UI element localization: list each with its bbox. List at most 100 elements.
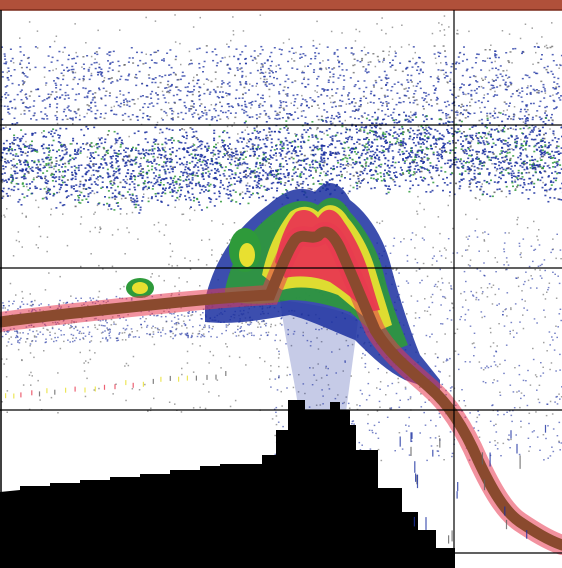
upper-echo-speck [540,117,543,120]
upper-echo-speck [115,96,118,99]
deep-echo-speck [540,149,543,151]
deep-echo-speck [164,154,167,157]
deep-echo-speck [286,190,289,192]
deep-echo-speck [460,148,463,150]
deep-echo-speck [373,187,376,189]
noise-speck [270,370,272,372]
upper-echo-speck [380,87,383,90]
deep-echo-speck [557,198,560,200]
deep-echo-speck [136,197,139,200]
deep-echo-speck [28,183,31,185]
noise-speck [98,290,101,293]
deep-echo-speck [244,170,247,172]
deep-echo-speck [340,175,343,178]
noise-speck [44,289,47,291]
upper-echo-speck [188,108,191,110]
noise-speck [225,343,227,345]
noise-speck [210,104,213,106]
noise-speck [170,157,172,159]
deep-echo-speck [522,163,525,166]
deep-echo-speck [302,180,305,183]
deep-echo-speck [542,165,545,168]
upper-echo-speck [234,74,236,77]
upper-echo-speck [340,94,343,97]
deep-echo-speck [135,147,138,149]
deep-echo-speck [401,150,404,153]
deep-echo-speck [170,158,173,161]
deep-echo-speck [244,162,247,165]
upper-echo-speck [28,110,31,112]
deep-echo-speck [365,137,368,139]
deep-echo-speck [519,184,522,187]
deep-echo-speck [365,165,367,167]
deep-echo-speck [425,133,428,135]
deep-echo-speck [255,171,258,173]
noise-speck [208,362,210,364]
deep-echo-speck [370,177,373,179]
deep-echo-speck [365,117,368,120]
noise-speck [246,126,249,128]
deep-echo-speck [24,133,27,135]
deep-echo-speck [95,163,98,165]
deep-echo-speck [541,137,544,140]
deep-echo-speck [445,122,447,124]
deep-echo-speck [414,165,417,167]
deep-echo-speck [171,180,174,182]
deep-echo-speck [419,149,422,152]
upper-echo-speck [228,94,231,96]
upper-echo-speck [83,68,86,70]
deep-echo-speck [246,167,249,169]
deep-echo-speck [77,150,80,152]
deep-echo-speck [497,158,500,160]
deep-echo-speck [191,145,194,147]
upper-echo-speck [109,62,112,64]
deep-echo-speck [294,140,297,143]
deep-echo-speck [420,157,423,159]
deep-echo-speck [397,151,400,153]
noise-speck [113,105,115,108]
deep-echo-speck [496,168,499,170]
deep-echo-speck [347,162,349,165]
upper-echo-speck [483,106,486,109]
deep-echo-speck [185,179,188,182]
deep-echo-speck [307,139,310,142]
deep-echo-speck [15,153,18,155]
deep-echo-speck [253,127,256,130]
deep-echo-speck [58,183,61,186]
deep-echo-speck [200,147,203,150]
deep-echo-speck [214,168,216,170]
deep-echo-speck [52,128,55,130]
deep-echo-speck [479,142,482,144]
noise-speck [181,213,183,216]
noise-speck [425,126,427,129]
deep-echo-speck [510,135,513,137]
noise-speck [59,275,61,278]
upper-echo-speck [220,105,223,108]
deep-echo-speck [31,181,34,183]
deep-echo-speck [248,185,251,187]
upper-echo-speck [122,94,125,96]
upper-echo-speck [393,108,396,110]
deep-echo-speck [534,125,537,128]
upper-echo-speck [398,114,400,116]
noise-speck [544,45,546,48]
upper-echo-speck [509,51,512,53]
deep-echo-speck [414,153,417,156]
deep-echo-speck [2,195,5,198]
deep-echo-speck [185,183,188,186]
deep-echo-speck [50,156,53,159]
upper-echo-speck [37,88,40,90]
deep-echo-speck [195,137,198,139]
upper-echo-speck [513,114,516,116]
deep-echo-speck [499,161,502,164]
deep-echo-speck [201,172,204,174]
deep-echo-speck [409,180,412,182]
upper-echo-speck [22,82,25,84]
upper-echo-speck [267,67,270,70]
upper-echo-speck [127,91,130,94]
deep-echo-speck [12,165,15,168]
upper-echo-speck [526,87,529,89]
deep-echo-speck [371,155,373,158]
deep-echo-speck [159,157,162,159]
deep-echo-speck [496,188,499,191]
